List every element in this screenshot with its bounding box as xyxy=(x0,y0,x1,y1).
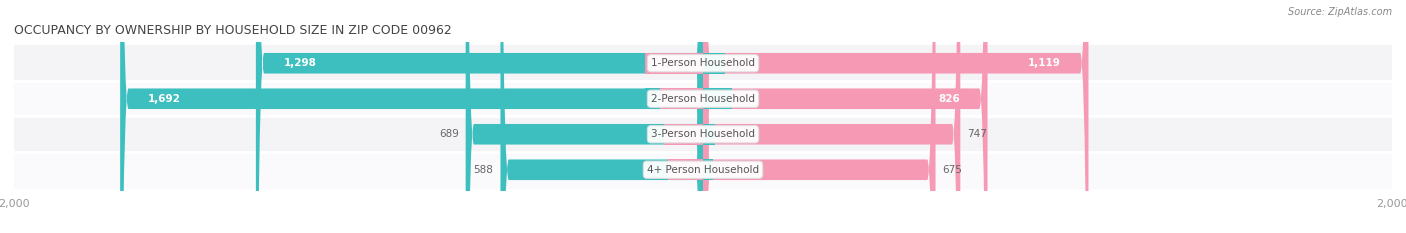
Bar xyxy=(661,89,703,109)
Bar xyxy=(658,53,725,74)
Text: 689: 689 xyxy=(439,129,458,139)
Text: 826: 826 xyxy=(938,94,960,104)
Bar xyxy=(665,124,703,144)
FancyBboxPatch shape xyxy=(703,0,960,233)
Bar xyxy=(645,89,733,109)
Text: 3-Person Household: 3-Person Household xyxy=(651,129,755,139)
Bar xyxy=(14,116,1392,152)
Text: 4+ Person Household: 4+ Person Household xyxy=(647,165,759,175)
Text: 1-Person Household: 1-Person Household xyxy=(651,58,755,68)
Text: OCCUPANCY BY OWNERSHIP BY HOUSEHOLD SIZE IN ZIP CODE 00962: OCCUPANCY BY OWNERSHIP BY HOUSEHOLD SIZE… xyxy=(14,24,451,37)
FancyBboxPatch shape xyxy=(703,0,935,233)
Bar xyxy=(14,45,1392,81)
FancyBboxPatch shape xyxy=(703,0,987,233)
Text: 675: 675 xyxy=(942,165,962,175)
FancyBboxPatch shape xyxy=(465,0,703,233)
Text: 1,298: 1,298 xyxy=(284,58,316,68)
Text: 747: 747 xyxy=(967,129,987,139)
Bar xyxy=(668,159,703,180)
FancyBboxPatch shape xyxy=(120,0,703,233)
Bar xyxy=(14,81,1392,116)
FancyBboxPatch shape xyxy=(703,0,1088,233)
FancyBboxPatch shape xyxy=(501,0,703,233)
Text: 1,119: 1,119 xyxy=(1028,58,1062,68)
Bar xyxy=(679,124,714,144)
Text: 1,692: 1,692 xyxy=(148,94,180,104)
Text: 588: 588 xyxy=(474,165,494,175)
FancyBboxPatch shape xyxy=(256,0,703,233)
Text: 2-Person Household: 2-Person Household xyxy=(651,94,755,104)
Text: Source: ZipAtlas.com: Source: ZipAtlas.com xyxy=(1288,7,1392,17)
Bar xyxy=(14,152,1392,188)
Bar xyxy=(645,53,703,74)
Bar xyxy=(683,159,713,180)
